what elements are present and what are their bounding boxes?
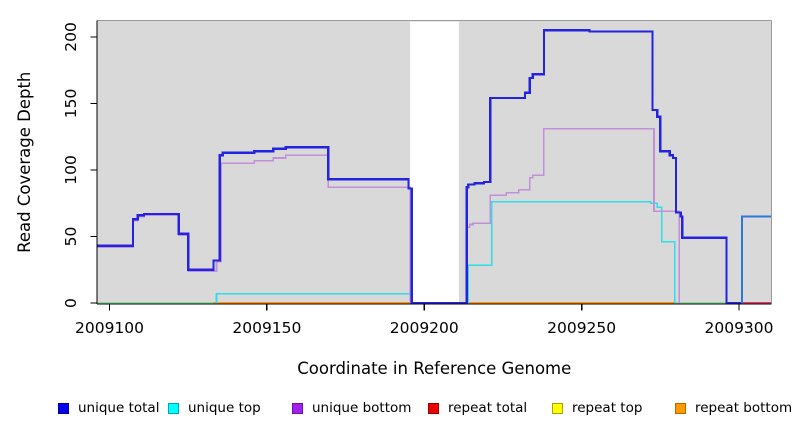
legend-item-repeat-top: repeat top <box>552 399 642 417</box>
legend-item-unique-total: unique total <box>58 399 159 417</box>
y-tick-label: 0 <box>62 298 80 308</box>
legend-item-repeat-total: repeat total <box>428 399 527 417</box>
y-axis-title: Read Coverage Depth <box>15 72 34 253</box>
series-unique-bottom-b <box>466 127 681 304</box>
y-tick-label: 100 <box>62 155 80 185</box>
y-tick-label: 150 <box>62 89 80 119</box>
x-tick-label: 2009300 <box>704 319 773 337</box>
legend-item-unique-top: unique top <box>168 399 261 417</box>
legend-label: unique bottom <box>312 400 412 416</box>
legend-swatch <box>428 402 439 414</box>
x-tick-label: 2009150 <box>232 319 301 337</box>
legend: unique total unique top unique bottom repea… <box>0 399 792 421</box>
legend-label: repeat total <box>448 400 528 416</box>
x-tick-label: 2009100 <box>75 319 144 337</box>
no-data-gap-band <box>410 21 459 303</box>
x-axis-title: Coordinate in Reference Genome <box>297 359 571 378</box>
legend-swatch <box>58 402 69 414</box>
series-unique-total-tail <box>741 215 772 305</box>
legend-label: unique total <box>78 400 160 416</box>
x-tick-label: 2009200 <box>390 319 459 337</box>
y-tick-label: 50 <box>62 227 80 247</box>
legend-label: unique top <box>188 400 261 416</box>
legend-label: repeat bottom <box>695 400 792 416</box>
legend-swatch <box>552 402 563 414</box>
x-tick-label: 2009250 <box>547 319 616 337</box>
legend-label: repeat top <box>572 400 643 416</box>
series-unique-total-main <box>96 29 742 305</box>
legend-item-unique-bottom: unique bottom <box>292 399 411 417</box>
legend-swatch <box>292 402 303 414</box>
legend-swatch <box>168 402 179 414</box>
legend-item-repeat-bottom: repeat bottom <box>675 399 792 417</box>
y-tick-label: 200 <box>62 22 80 52</box>
legend-swatch <box>675 402 686 414</box>
